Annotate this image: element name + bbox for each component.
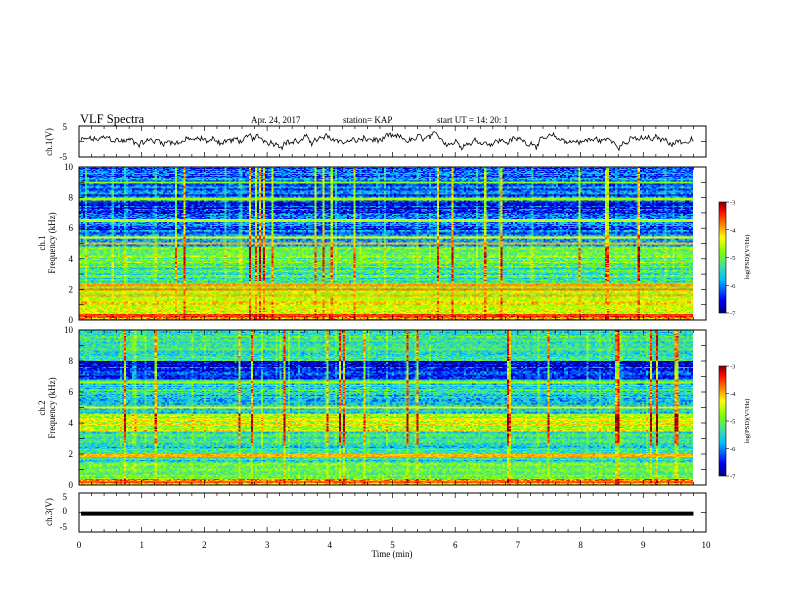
time-tick-label: 3 [265,540,270,550]
frequency-tick-label: 10 [64,325,74,335]
colorbar-tick-label: -7 [730,311,736,318]
ch1-spectrogram-channel-label: ch.1 [37,235,47,250]
ch1-colorbar-tick-labels: -3 -4 -5 -6 -7 [726,200,736,318]
ch1-ytick-bottom: -5 [60,152,68,162]
ch2-frequency-axis-label: Frequency (kHz) [47,377,57,438]
ch1-ytick-top: 5 [63,122,68,132]
ch1-colorbar-bar [718,201,727,314]
ch1-ylabel: ch.1(V) [44,128,54,156]
ch3-waveform-panel: 5 0 -5 ch.3(V) 0 1 2 3 4 5 6 7 8 9 10 Time (min) [44,492,711,559]
frequency-tick-label: 6 [69,387,74,397]
time-tick-label: 0 [77,540,82,550]
ch2-spectrogram-image [79,330,693,485]
frequency-tick-label: 0 [69,315,74,325]
time-tick-label: 9 [641,540,646,550]
colorbar-tick-label: -5 [730,255,735,262]
frequency-tick-label: 4 [69,418,74,428]
ch3-tick-marks [78,493,707,532]
ch2-spectrogram-channel-label: ch.2 [37,400,47,415]
frequency-tick-label: 2 [69,449,74,459]
time-axis-label: Time (min) [372,549,413,559]
ch2-spectrogram-ticks [78,329,707,486]
colorbar-tick-label: -4 [730,391,736,398]
ch3-ytick-middle: 0 [63,506,68,516]
ch1-colorbar: -3 -4 -5 -6 -7 log(PSD)(V²/Hz) [718,200,751,318]
colorbar-tick-label: -6 [730,283,736,290]
time-tick-label: 1 [139,540,144,550]
start-time-label: start UT = 14: 20: 1 [437,115,508,125]
colorbar-tick-label: -3 [730,200,735,207]
time-tick-label: 4 [328,540,333,550]
colorbar-tick-label: -6 [730,446,736,453]
ch3-ylabel: ch.3(V) [44,498,54,526]
date-label: Apr. 24, 2017 [251,115,301,125]
colorbar-tick-label: -3 [730,364,735,371]
time-tick-label: 7 [516,540,521,550]
frequency-tick-label: 0 [69,480,74,490]
colorbar-tick-label: -4 [730,227,736,234]
ch1-spectrogram-ticks [78,166,707,321]
figure-title: VLF Spectra [80,112,145,126]
ch1-colorbar-label: log(PSD)(V²/Hz) [744,235,751,280]
ch2-colorbar-tick-labels: -3 -4 -5 -6 -7 [726,364,736,481]
ch3-ytick-top: 5 [63,492,68,502]
frequency-tick-label: 6 [69,223,74,233]
ch2-spectrogram-panel: 0 2 4 6 8 10 ch.2 Frequency (kHz) [37,325,707,490]
colorbar-tick-label: -5 [730,419,735,426]
ch1-spectrogram-image [79,167,693,320]
time-axis-tick-labels: 0 1 2 3 4 5 6 7 8 9 10 [77,540,711,550]
station-label: station= KAP [343,115,392,125]
frequency-tick-label: 10 [64,162,74,172]
ch2-colorbar: -3 -4 -5 -6 -7 log(PSD)(V²/Hz) [718,364,751,481]
frequency-tick-label: 8 [69,193,74,203]
time-tick-label: 6 [453,540,458,550]
ch2-frequency-tick-labels: 0 2 4 6 8 10 [64,325,74,490]
ch1-spectrogram-panel: 0 2 4 6 8 10 ch.1 Frequency (kHz) [37,162,707,325]
frequency-tick-label: 4 [69,254,74,264]
time-tick-label: 2 [202,540,207,550]
ch2-colorbar-bar [718,365,727,477]
ch1-waveform-panel: 5 -5 ch.1(V) [44,122,707,162]
ch1-waveform-line [80,131,694,152]
frequency-tick-label: 8 [69,356,74,366]
ch3-ytick-bottom: -5 [60,522,68,532]
time-tick-label: 10 [702,540,712,550]
colorbar-tick-label: -7 [730,474,736,481]
ch1-frequency-tick-labels: 0 2 4 6 8 10 [64,162,74,325]
frequency-tick-label: 2 [69,284,74,294]
ch1-tick-marks [78,126,707,157]
time-tick-label: 5 [390,540,395,550]
time-tick-label: 8 [578,540,583,550]
ch1-frequency-axis-label: Frequency (kHz) [47,212,57,273]
ch2-colorbar-label: log(PSD)(V²/Hz) [744,399,751,444]
